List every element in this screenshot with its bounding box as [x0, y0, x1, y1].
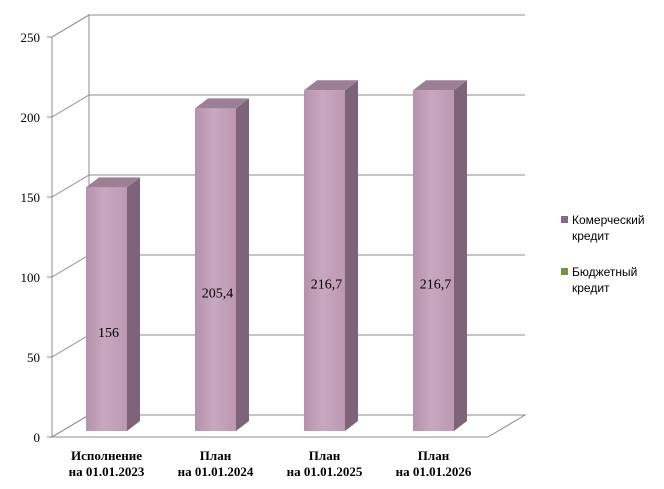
bar-top	[413, 80, 467, 91]
data-label: 216,7	[311, 278, 343, 293]
data-label: 216,7	[420, 278, 452, 293]
data-label: 156	[98, 326, 119, 341]
bar-front	[413, 90, 454, 431]
y-tick-label: 150	[21, 190, 41, 205]
bar: 205,4	[195, 98, 249, 432]
side-wall	[51, 14, 90, 438]
bar-front	[304, 90, 345, 431]
bar-side	[127, 177, 140, 431]
bar-top	[86, 177, 140, 188]
x-tick-label: на 01.01.2023	[69, 464, 145, 479]
legend-swatch-budget	[561, 268, 568, 275]
bar-side	[345, 80, 358, 431]
bar: 216,7	[304, 80, 358, 431]
bar: 216,7	[413, 80, 467, 431]
y-tick-label: 50	[27, 350, 40, 365]
y-axis-ticks: 0 50 100 150 200 250	[21, 30, 41, 445]
bar-front	[195, 108, 236, 432]
y-tick-label: 0	[34, 430, 41, 445]
x-tick-label: План	[309, 448, 341, 463]
legend-label-budget-line1: Бюджетный	[572, 265, 638, 279]
bar-side	[454, 80, 467, 431]
bar-top	[304, 80, 358, 91]
gridline	[51, 94, 525, 118]
x-tick-label: на 01.01.2024	[178, 464, 254, 479]
bar: 156	[86, 177, 140, 431]
gridline	[51, 14, 525, 38]
bar-side	[236, 98, 249, 432]
bar-top	[195, 98, 249, 109]
legend-swatch-commercial	[561, 216, 568, 223]
y-tick-label: 250	[21, 30, 41, 45]
legend-item-commercial[interactable]: Комерческий кредит	[560, 212, 664, 244]
bars: 156 205,4 216,7 216,7	[86, 80, 467, 432]
legend-label-budget-line2: кредит	[572, 281, 610, 295]
legend: Комерческий кредит Бюджетный кредит	[560, 212, 664, 316]
data-label: 205,4	[202, 287, 234, 302]
gridline	[51, 174, 525, 198]
legend-label-commercial-line2: кредит	[572, 229, 610, 243]
x-tick-label: на 01.01.2025	[287, 464, 363, 479]
legend-label-commercial-line1: Комерческий	[572, 213, 645, 227]
x-tick-label: Исполнение	[71, 448, 142, 463]
x-tick-label: на 01.01.2026	[396, 464, 472, 479]
legend-item-budget[interactable]: Бюджетный кредит	[560, 264, 664, 296]
x-tick-label: План	[200, 448, 232, 463]
bar-front	[86, 187, 127, 431]
x-tick-label: План	[418, 448, 450, 463]
y-tick-label: 200	[21, 110, 41, 125]
y-tick-label: 100	[21, 270, 41, 285]
